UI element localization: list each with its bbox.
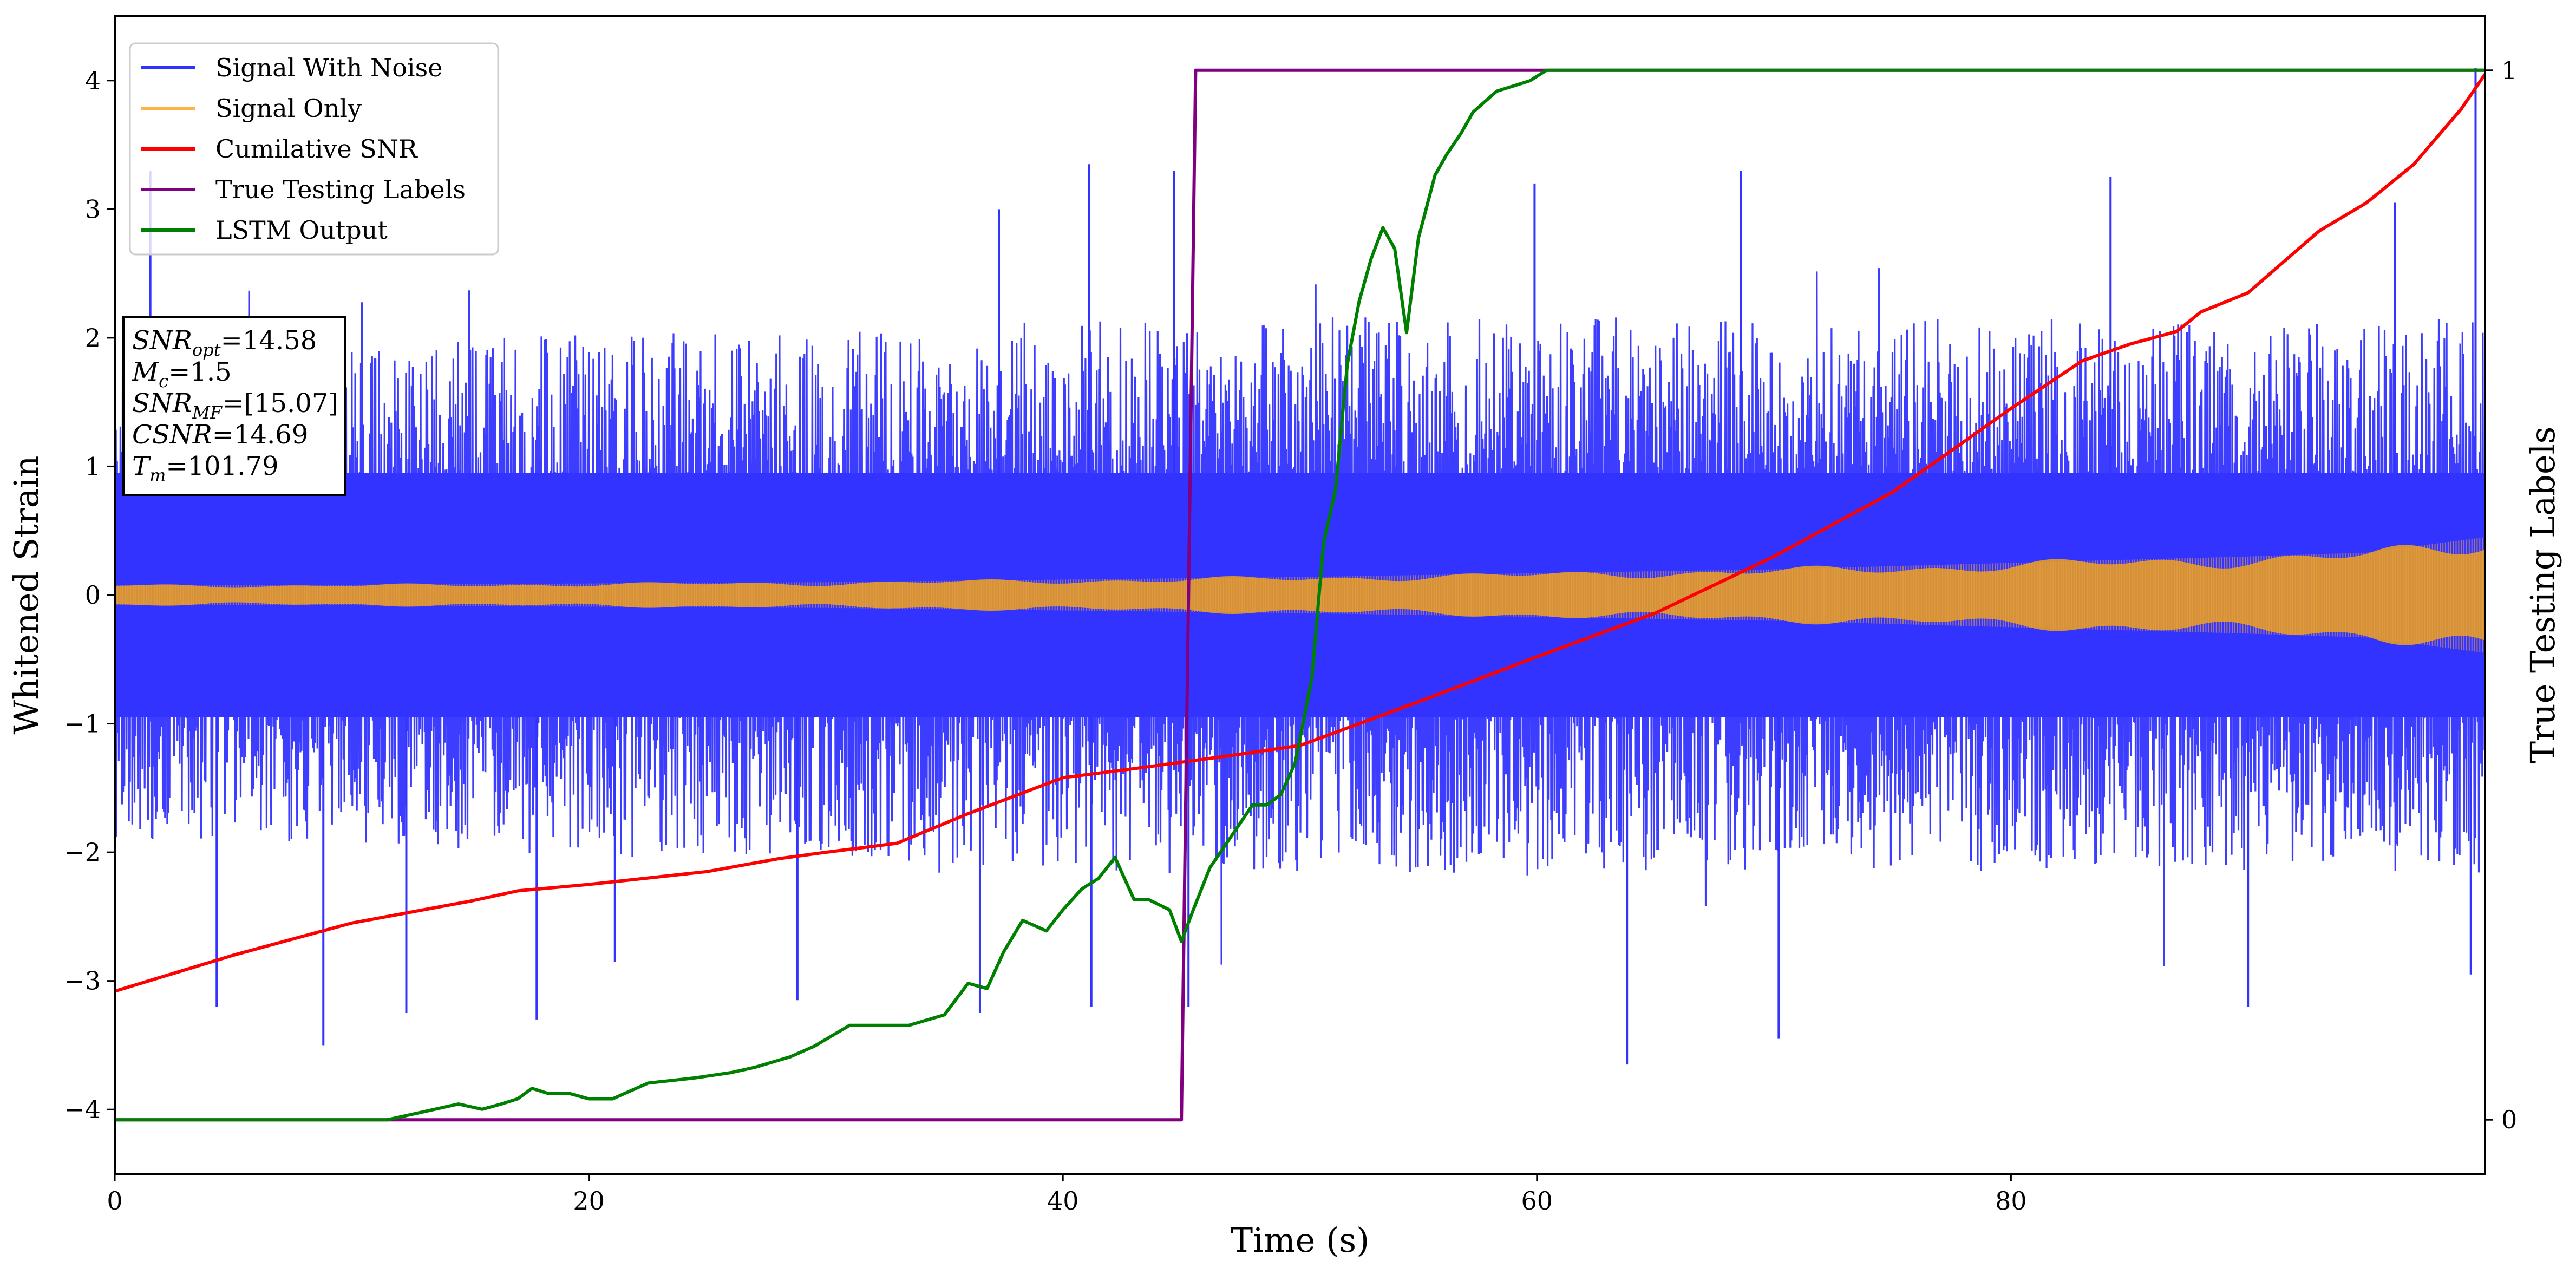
y2-axis-label: True Testing Labels	[2523, 427, 2562, 764]
legend-entry-label: True Testing Labels	[215, 175, 466, 204]
legend-entry-label: LSTM Output	[215, 215, 388, 245]
y-tick-label: −1	[64, 709, 101, 739]
y2-axis-ticks: 01	[2485, 56, 2517, 1134]
x-tick-label: 20	[573, 1186, 605, 1216]
parameter-annotation-box: SNRopt=14.58Mc=1.5SNRMF=[15.07]CSNR=14.6…	[122, 316, 346, 496]
y-tick-label: −4	[64, 1095, 101, 1124]
x-tick-label: 60	[1521, 1186, 1553, 1216]
annotation-line: CSNR=14.69	[132, 420, 308, 450]
line-series-group	[115, 68, 2485, 1122]
y-tick-label: −2	[64, 838, 101, 867]
y2-tick-label: 1	[2501, 56, 2517, 85]
y-tick-label: 4	[85, 66, 101, 95]
lstm-output-line	[115, 68, 2485, 1122]
y-tick-label: −3	[64, 966, 101, 996]
annotation-line: Mc=1.5	[132, 357, 232, 391]
x-tick-label: 40	[1047, 1186, 1079, 1216]
y-tick-label: 0	[85, 580, 101, 610]
annotation-frame	[122, 316, 346, 496]
legend-entry-label: Cumilative SNR	[215, 134, 418, 164]
legend-entry-label: Signal Only	[215, 94, 362, 123]
y-tick-label: 3	[85, 194, 101, 224]
y-axis-ticks: −4 −3 −2 −1 0 1 2 3 4	[64, 66, 115, 1124]
legend-entry-label: Signal With Noise	[215, 53, 442, 82]
y-tick-label: 2	[85, 323, 101, 352]
cumilative-snr-line	[115, 73, 2485, 993]
annotation-line: SNRopt=14.58	[132, 325, 317, 360]
legend-box	[129, 42, 499, 256]
annotation-line: Tm=101.79	[132, 451, 279, 486]
x-axis-label: Time (s)	[1231, 1220, 1370, 1260]
y-tick-label: 1	[85, 452, 101, 481]
x-tick-label: 80	[1995, 1186, 2027, 1216]
y-axis-label: Whitened Strain	[6, 456, 46, 735]
legend: Signal With Noise Signal Only Cumilative S…	[129, 42, 499, 256]
y2-tick-label: 0	[2501, 1105, 2517, 1134]
annotation-line: SNRMF=[15.07]	[132, 388, 338, 423]
x-axis-ticks: 0 20 40 60 80	[107, 1174, 2027, 1216]
x-tick-label: 0	[107, 1186, 122, 1216]
